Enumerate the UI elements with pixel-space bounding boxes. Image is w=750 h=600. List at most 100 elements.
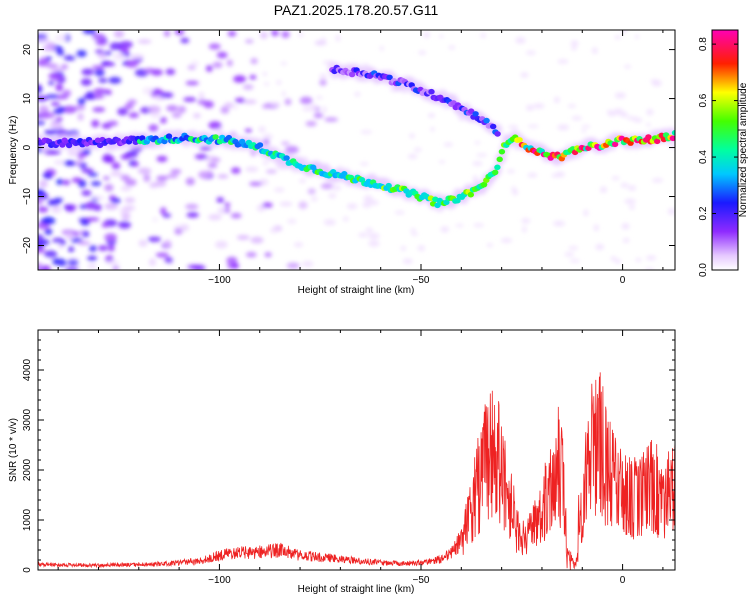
noise-blob bbox=[258, 125, 266, 133]
y-tick-label: 20 bbox=[22, 44, 33, 56]
noise-blob bbox=[610, 256, 616, 262]
noise-blob bbox=[310, 103, 317, 109]
noise-blob bbox=[147, 236, 162, 242]
colorbar-tick-label: 0.0 bbox=[698, 263, 709, 277]
noise-blob bbox=[142, 87, 154, 95]
noise-blob bbox=[87, 263, 97, 269]
noise-blob bbox=[307, 188, 316, 195]
noise-blob bbox=[101, 222, 110, 228]
noise-blob bbox=[439, 34, 444, 39]
noise-blob bbox=[522, 226, 527, 233]
noise-blob bbox=[667, 208, 675, 215]
noise-blob bbox=[533, 103, 545, 109]
track-core bbox=[611, 141, 619, 148]
noise-blob bbox=[439, 160, 445, 164]
y-tick-label: 4000 bbox=[22, 358, 33, 381]
noise-blob bbox=[443, 142, 453, 147]
noise-blob bbox=[320, 183, 334, 190]
noise-blob bbox=[111, 162, 121, 170]
noise-blob bbox=[56, 178, 64, 185]
noise-blob bbox=[65, 267, 79, 270]
noise-blob bbox=[417, 245, 425, 252]
noise-blob bbox=[186, 212, 199, 218]
track-core bbox=[428, 88, 435, 95]
noise-blob bbox=[335, 34, 341, 42]
noise-blob bbox=[113, 30, 125, 38]
noise-blob bbox=[259, 31, 268, 39]
noise-blob bbox=[160, 207, 167, 215]
noise-blob bbox=[93, 33, 106, 41]
noise-blob bbox=[63, 55, 76, 61]
noise-blob bbox=[440, 226, 450, 233]
noise-blob bbox=[199, 146, 213, 151]
noise-blob bbox=[570, 40, 579, 47]
noise-blob bbox=[298, 201, 308, 210]
noise-blob bbox=[67, 259, 79, 266]
noise-blob bbox=[48, 80, 55, 86]
noise-blob bbox=[65, 231, 74, 240]
noise-blob bbox=[113, 52, 125, 61]
noise-blob bbox=[77, 113, 84, 121]
noise-blob bbox=[629, 204, 635, 210]
track-core bbox=[494, 164, 501, 171]
noise-blob bbox=[171, 112, 182, 119]
noise-blob bbox=[216, 51, 228, 59]
noise-blob bbox=[299, 96, 313, 105]
noise-blob bbox=[591, 47, 598, 54]
noise-blob bbox=[279, 201, 293, 207]
noise-blob bbox=[92, 107, 106, 113]
track-core bbox=[65, 142, 73, 149]
noise-blob bbox=[198, 170, 211, 179]
noise-blob bbox=[322, 106, 327, 114]
noise-blob bbox=[262, 202, 273, 208]
noise-blob bbox=[165, 68, 176, 76]
noise-blob bbox=[262, 160, 270, 166]
noise-blob bbox=[302, 260, 314, 268]
noise-blob bbox=[554, 96, 560, 104]
noise-blob bbox=[77, 98, 86, 106]
noise-blob bbox=[48, 72, 63, 80]
noise-blob bbox=[407, 154, 418, 159]
noise-blob bbox=[91, 65, 106, 70]
track-core bbox=[490, 123, 497, 130]
noise-blob bbox=[45, 94, 59, 99]
y-tick-label: −10 bbox=[22, 188, 33, 205]
noise-blob bbox=[170, 169, 182, 174]
track-core bbox=[348, 71, 356, 78]
noise-blob bbox=[217, 174, 229, 179]
noise-blob bbox=[138, 239, 148, 247]
noise-blob bbox=[358, 232, 369, 238]
noise-blob bbox=[55, 83, 64, 92]
x-tick-label: −50 bbox=[413, 275, 430, 286]
track-core bbox=[494, 131, 501, 137]
noise-blob bbox=[526, 104, 534, 111]
noise-blob bbox=[249, 75, 257, 80]
noise-blob bbox=[472, 161, 483, 166]
noise-blob bbox=[293, 242, 304, 248]
noise-blob bbox=[38, 247, 46, 254]
noise-blob bbox=[621, 223, 630, 230]
noise-blob bbox=[212, 61, 223, 69]
track-core bbox=[467, 191, 474, 198]
noise-blob bbox=[249, 181, 263, 186]
noise-blob bbox=[210, 157, 221, 163]
noise-blob bbox=[555, 171, 565, 178]
noise-blob bbox=[557, 124, 570, 131]
noise-blob bbox=[55, 34, 67, 42]
noise-blob bbox=[264, 82, 270, 86]
noise-blob bbox=[365, 227, 373, 233]
colorbar-tick-label: 0.4 bbox=[698, 150, 709, 164]
noise-blob bbox=[38, 33, 48, 39]
noise-blob bbox=[110, 198, 121, 204]
spectrogram-y-axis-label: Frequency (Hz) bbox=[8, 116, 19, 185]
noise-blob bbox=[379, 46, 384, 51]
noise-blob bbox=[476, 153, 488, 157]
noise-blob bbox=[80, 78, 92, 86]
noise-blob bbox=[147, 105, 161, 114]
figure-title: PAZ1.2025.178.20.57.G11 bbox=[274, 2, 439, 18]
noise-blob bbox=[101, 155, 114, 163]
noise-blob bbox=[418, 50, 427, 55]
noise-blob bbox=[62, 105, 77, 114]
noise-blob bbox=[42, 216, 56, 225]
noise-blob bbox=[285, 145, 299, 154]
